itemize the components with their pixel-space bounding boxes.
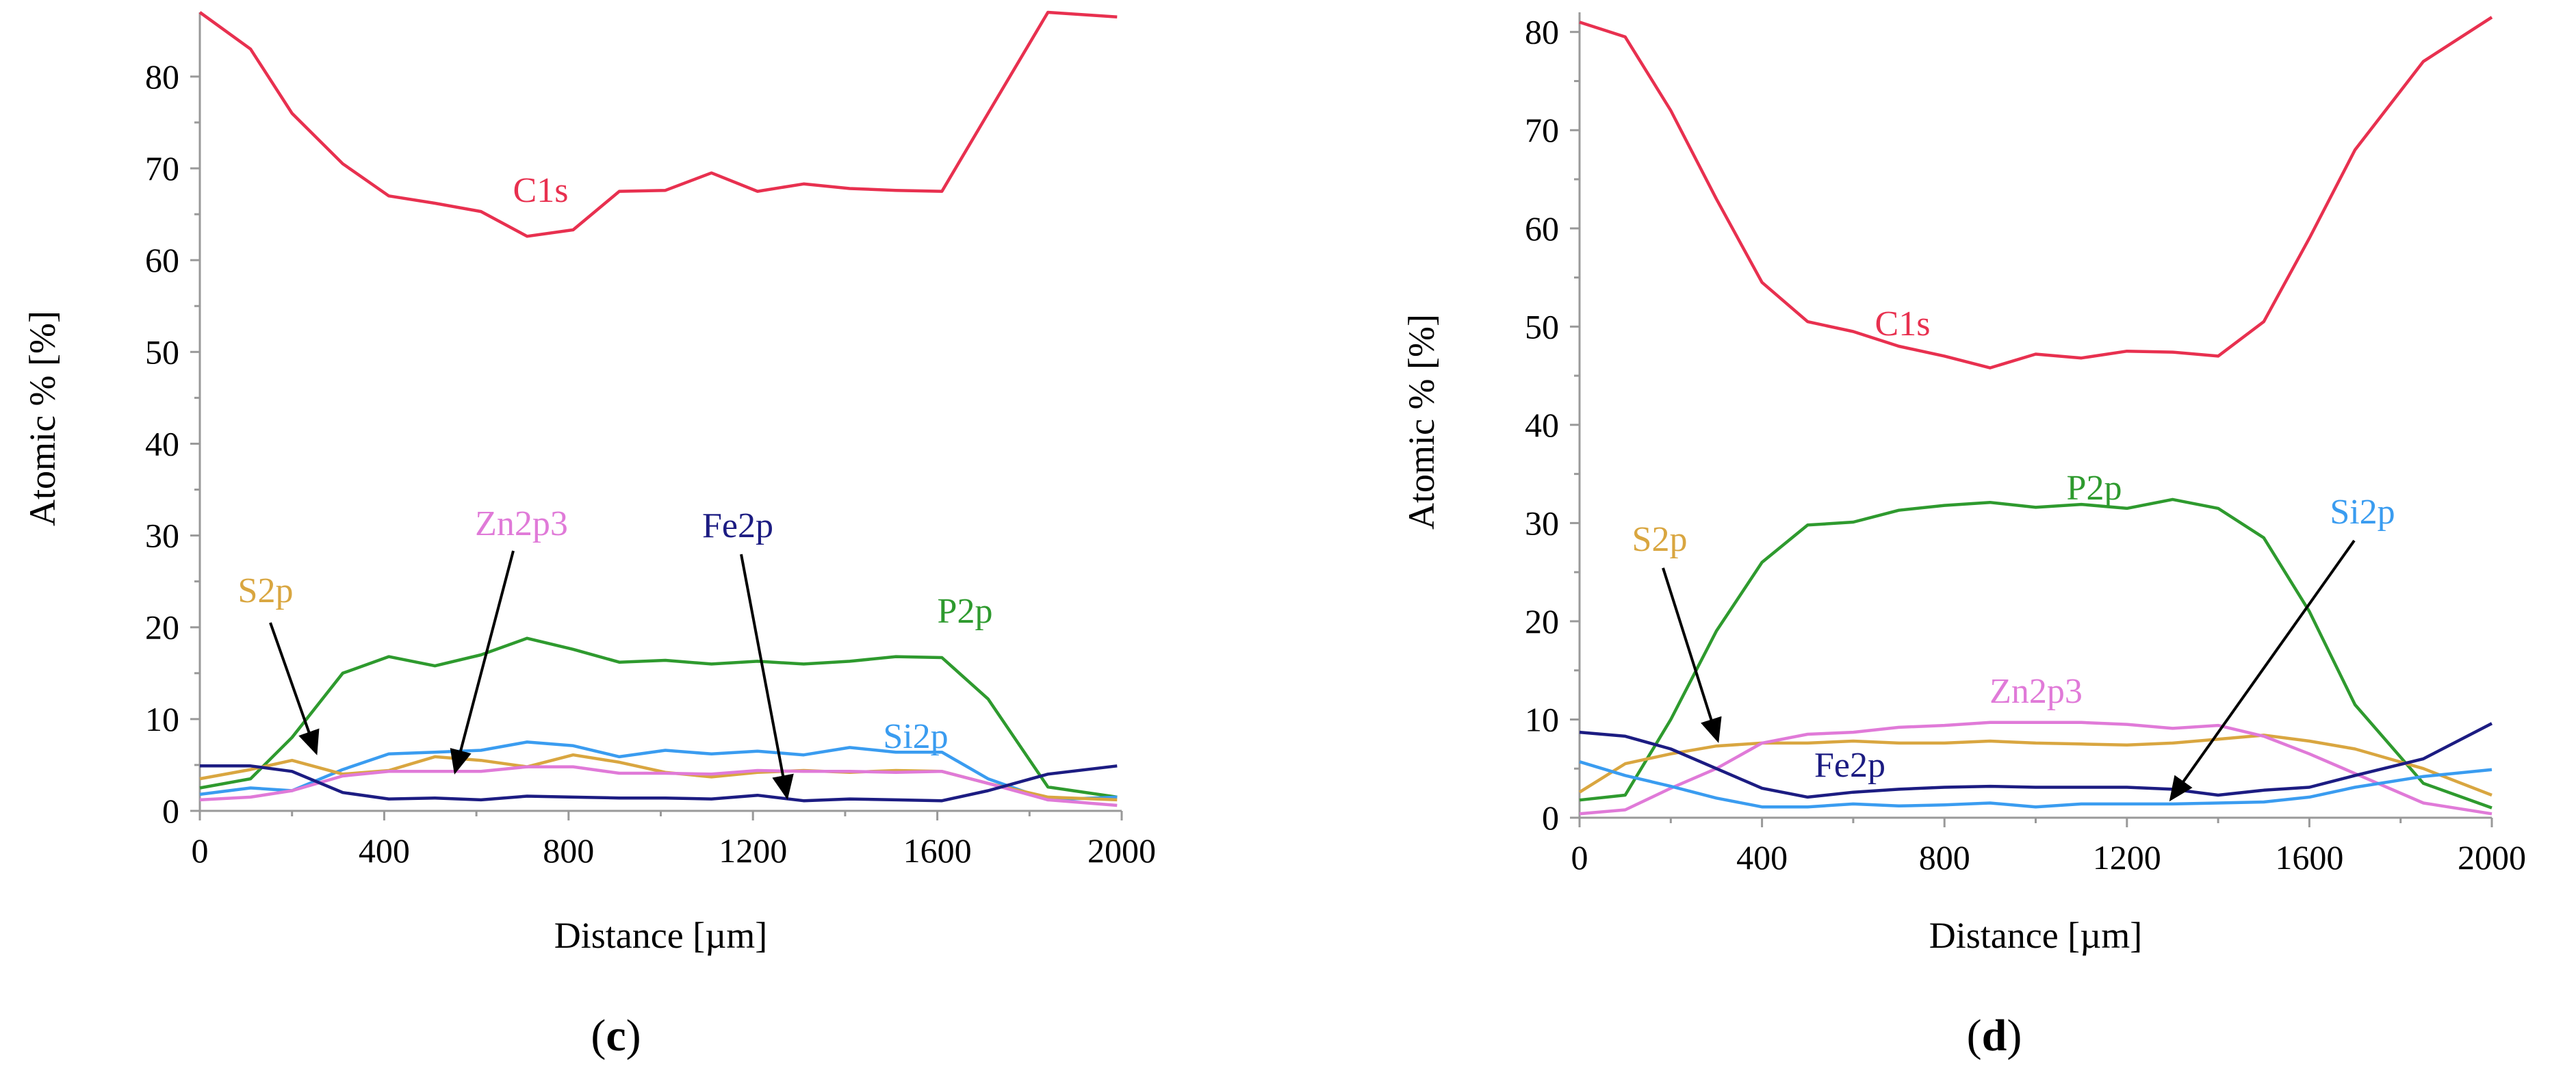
panel-label: (d) <box>1967 1011 2022 1061</box>
series-line-p2p <box>1579 497 2493 810</box>
y-tick-label: 10 <box>1525 700 1559 738</box>
x-tick-label: 2000 <box>2458 838 2526 877</box>
y-tick-label: 50 <box>1525 307 1559 346</box>
y-tick-label: 60 <box>145 241 179 279</box>
series-label-fe2p: Fe2p <box>1814 746 1885 785</box>
y-tick-label: 0 <box>162 792 179 830</box>
series-line-si2p <box>1579 760 2493 809</box>
x-tick-label: 0 <box>192 831 209 870</box>
series-label-s2p: S2p <box>238 571 294 610</box>
series-label-c1s: C1s <box>513 171 569 210</box>
y-tick-label: 60 <box>1525 209 1559 248</box>
annotation-arrow-s2p <box>1662 567 1722 743</box>
y-tick-label: 30 <box>145 517 179 555</box>
y-tick-label: 40 <box>1525 406 1559 444</box>
annotation-arrow-s2p <box>269 622 320 755</box>
series-label-s2p: S2p <box>1632 520 1688 559</box>
series-line-c1s <box>198 10 1118 238</box>
x-axis-label: Distance [µm] <box>554 915 768 956</box>
series-label-c1s: C1s <box>1875 305 1931 344</box>
y-tick-label: 80 <box>1525 13 1559 51</box>
y-tick-label: 70 <box>1525 111 1559 149</box>
y-tick-label: 70 <box>145 149 179 187</box>
series-line-zn2p3 <box>1579 721 2493 816</box>
series-line-si2p <box>199 740 1118 802</box>
annotation-arrow-fe2p <box>740 554 794 800</box>
series-label-p2p: P2p <box>938 592 993 631</box>
x-tick-label: 1600 <box>2275 838 2343 877</box>
series-label-si2p: Si2p <box>2330 493 2395 532</box>
series-label-zn2p3: Zn2p3 <box>475 504 568 543</box>
series-line-zn2p3 <box>199 765 1118 807</box>
series-line-fe2p <box>1579 722 2493 799</box>
series-label-fe2p: Fe2p <box>702 506 773 545</box>
series-line-p2p <box>199 636 1118 799</box>
series-label-zn2p3: Zn2p3 <box>1989 672 2083 711</box>
y-tick-label: 20 <box>145 608 179 647</box>
x-tick-label: 2000 <box>1087 831 1156 870</box>
y-tick-label: 30 <box>1525 504 1559 542</box>
x-axis-label: Distance [µm] <box>1929 915 2143 956</box>
x-tick-label: 400 <box>359 831 410 870</box>
annotation-arrow-zn2p3 <box>450 550 515 775</box>
series-label-si2p: Si2p <box>883 717 948 756</box>
series-line-fe2p <box>200 764 1118 803</box>
y-tick-label: 0 <box>1542 799 1559 837</box>
y-tick-label: 50 <box>145 333 179 371</box>
y-tick-label: 40 <box>145 424 179 463</box>
y-tick-label: 80 <box>145 57 179 96</box>
x-tick-label: 800 <box>543 831 594 870</box>
series-line-s2p <box>1578 734 2493 797</box>
series-label-p2p: P2p <box>2067 469 2122 508</box>
annotation-arrow-si2p <box>2169 539 2356 802</box>
panel-label: (c) <box>591 1011 641 1061</box>
x-tick-label: 400 <box>1736 838 1788 877</box>
y-axis-label: Atomic % [%] <box>22 311 63 526</box>
y-tick-label: 10 <box>145 700 179 738</box>
x-tick-label: 1200 <box>719 831 787 870</box>
x-tick-label: 1600 <box>903 831 972 870</box>
x-tick-label: 800 <box>1919 838 1970 877</box>
y-tick-label: 20 <box>1525 602 1559 640</box>
x-tick-label: 1200 <box>2093 838 2161 877</box>
series-line-c1s <box>1579 16 2493 370</box>
y-axis-label: Atomic % [%] <box>1401 314 1442 530</box>
x-tick-label: 0 <box>1571 838 1588 877</box>
